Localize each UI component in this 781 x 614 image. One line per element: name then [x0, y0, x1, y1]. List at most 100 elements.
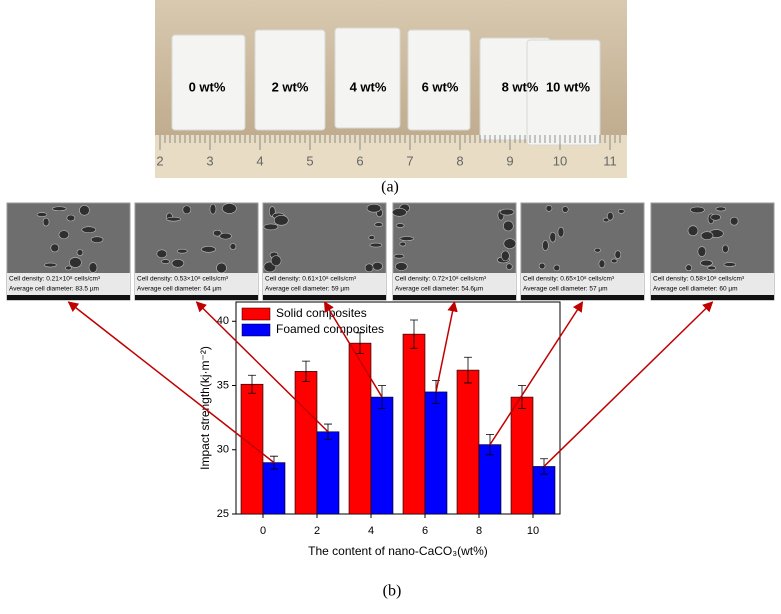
y-tick-label: 35: [217, 379, 229, 391]
arrow: [323, 301, 383, 398]
legend-swatch: [241, 307, 271, 321]
caption-bg: [521, 273, 644, 295]
sem-pore: [399, 236, 415, 241]
sem-caption: Average cell diameter: 54.6µm: [395, 286, 483, 293]
sample-label: 4 wt%: [350, 79, 387, 94]
sem-pore: [66, 214, 76, 222]
sem-pore: [166, 216, 181, 222]
bar: [424, 391, 448, 515]
x-tick-label: 10: [527, 525, 539, 537]
sem-pore: [374, 222, 383, 227]
ruler-label: 10: [553, 153, 567, 168]
ruler-label: 11: [603, 153, 617, 168]
sample-label: 2 wt%: [272, 79, 309, 94]
caption-bg: [263, 273, 386, 295]
plot-frame: [235, 301, 561, 515]
sem-pore: [81, 226, 97, 234]
ruler-label: 2: [156, 153, 163, 168]
sem-pore: [722, 244, 729, 254]
sem-pore: [273, 215, 289, 226]
sem-pore: [503, 238, 517, 249]
sem-pore: [209, 203, 217, 215]
sem-pore: [52, 206, 67, 212]
ruler-label: 5: [306, 153, 313, 168]
scale-strip: [263, 295, 386, 300]
sem-pore: [156, 249, 168, 259]
sem-pore: [222, 203, 237, 214]
sem-pore: [201, 246, 216, 253]
sem-pore: [229, 243, 237, 250]
y-tick-label: 25: [217, 508, 229, 520]
sem-pore: [715, 206, 727, 212]
sem-pore: [58, 230, 70, 239]
sem-pore: [594, 247, 601, 253]
panel-label: (b): [383, 583, 402, 600]
sem-pore: [50, 243, 60, 253]
x-tick-label: 0: [260, 525, 266, 537]
sample-label: 8 wt%: [502, 79, 539, 94]
sem-pore: [503, 220, 514, 232]
sem-pore: [216, 262, 227, 274]
sem-pore: [395, 223, 405, 228]
scale-strip: [651, 295, 774, 300]
ruler-label: 3: [206, 153, 213, 168]
sem-pore: [270, 255, 282, 266]
sem-pore: [505, 263, 513, 270]
x-tick-label: 4: [368, 525, 374, 537]
sample-bar: [334, 27, 401, 129]
sample-label: 0 wt%: [189, 79, 226, 94]
sem-pore: [700, 259, 713, 267]
sem-pore: [394, 262, 408, 271]
sem-pore: [90, 236, 104, 243]
sem-pore: [176, 248, 188, 254]
y-tick-label: 40: [217, 315, 229, 327]
ruler-label: 8: [456, 153, 463, 168]
sem-pore: [42, 217, 50, 227]
sem-pore: [700, 231, 714, 240]
sem-caption: Cell density: 0.53×10⁸ cells/cm³: [137, 276, 229, 283]
sem-caption: Average cell diameter: 64 µm: [137, 286, 222, 293]
sem-pore: [545, 204, 553, 212]
sample-bar: [254, 29, 326, 131]
sem-pore: [707, 265, 716, 271]
sem-pore: [598, 259, 606, 269]
sem-caption: Cell density: 0.61×10⁸ cells/cm³: [265, 276, 357, 283]
scale-strip: [393, 295, 516, 300]
sem-pore: [369, 242, 383, 248]
x-tick-label: 8: [476, 525, 482, 537]
sem-pore: [171, 259, 185, 268]
sample-label: 10 wt%: [546, 79, 591, 94]
bar: [510, 396, 534, 515]
error-bar: [324, 423, 332, 440]
sem-pore: [697, 246, 707, 257]
ruler-label: 6: [356, 153, 363, 168]
sem-pore: [161, 259, 170, 264]
ruler-label: 7: [406, 153, 413, 168]
x-tick-label: 2: [314, 525, 320, 537]
bar: [316, 431, 340, 515]
sem-caption: Average cell diameter: 57 µm: [523, 286, 608, 293]
caption-bg: [651, 273, 774, 295]
sem-pore: [561, 206, 569, 213]
bar: [456, 369, 480, 515]
bar: [262, 462, 286, 515]
sem-pore: [690, 206, 705, 214]
sample-label: 6 wt%: [422, 79, 459, 94]
sem-pore: [212, 229, 222, 237]
sem-pore: [710, 213, 721, 221]
sem-pore: [36, 212, 48, 217]
sem-pore: [263, 223, 279, 231]
panel-label: (a): [381, 179, 399, 196]
arrow: [543, 301, 714, 467]
sem-caption: Average cell diameter: 60 µm: [653, 286, 738, 293]
sem-pore: [614, 250, 622, 259]
bar: [402, 333, 426, 515]
sem-pore: [499, 208, 515, 216]
sem-pore: [617, 209, 625, 214]
sem-caption: Average cell diameter: 83.5 µm: [9, 286, 99, 293]
caption-bg: [393, 273, 516, 295]
sample-bar: [407, 29, 471, 131]
sem-pore: [65, 265, 72, 271]
arrow: [67, 301, 275, 464]
